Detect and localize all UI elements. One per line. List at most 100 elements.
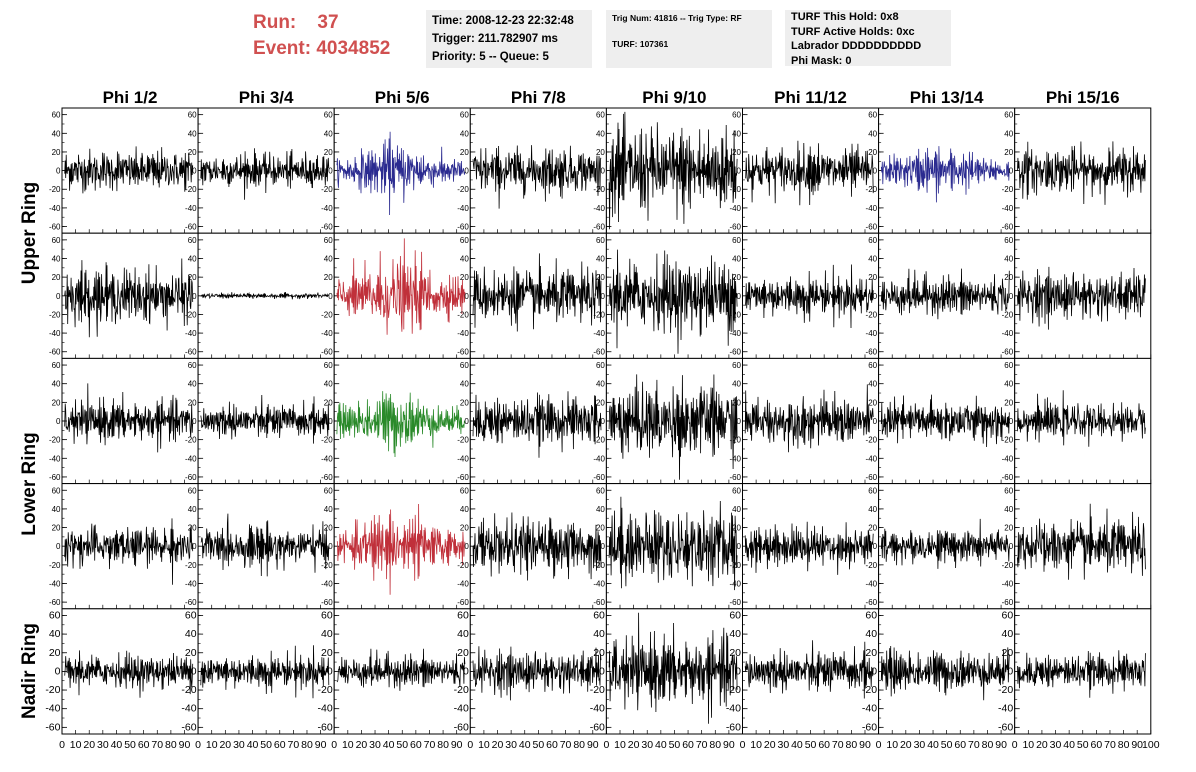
y-tick-label: 20 xyxy=(49,647,61,659)
y-tick-label: 60 xyxy=(324,111,333,120)
x-tick-label: 20 xyxy=(628,739,640,751)
y-tick-label: 40 xyxy=(732,380,741,389)
panel-r3-c6: 60 40 20 0 -20 -40 -60 xyxy=(729,357,880,485)
y-tick-label: 60 xyxy=(1002,609,1014,621)
y-tick-label: 60 xyxy=(188,361,197,370)
y-tick-label: 20 xyxy=(868,273,877,282)
y-tick-label: 0 xyxy=(192,542,197,551)
x-tick-label: 10 xyxy=(206,739,218,751)
y-tick-label: 20 xyxy=(868,148,877,157)
y-tick-label: 40 xyxy=(49,628,61,640)
waveform-trace xyxy=(336,238,466,335)
waveform-trace xyxy=(336,391,466,458)
y-tick-label: -20 xyxy=(45,684,60,696)
y-tick-label: 0 xyxy=(735,665,741,677)
y-tick-label: 20 xyxy=(868,524,877,533)
y-tick-label: 60 xyxy=(52,361,61,370)
y-tick-label: 40 xyxy=(188,505,197,514)
x-tick-label: 90 xyxy=(723,739,735,751)
waveform-trace xyxy=(744,140,874,206)
y-tick-label: 40 xyxy=(729,628,741,640)
y-tick-label: 40 xyxy=(596,255,605,264)
y-tick-label: 20 xyxy=(188,148,197,157)
y-tick-label: 0 xyxy=(328,417,333,426)
turf-info-box: TURF This Hold: 0x8 TURF Active Holds: 0… xyxy=(785,10,951,67)
y-tick-label: -20 xyxy=(866,561,878,570)
y-tick-label: 60 xyxy=(593,609,605,621)
x-tick-label: 40 xyxy=(247,739,259,751)
run-value: 37 xyxy=(317,12,339,33)
y-tick-label: -40 xyxy=(862,703,877,715)
y-tick-label: 60 xyxy=(324,486,333,495)
y-tick-label: -60 xyxy=(454,721,469,733)
y-tick-label: 0 xyxy=(55,665,61,677)
panel-r1-c6: 60 40 20 0 -20 -40 -60 xyxy=(729,107,880,234)
waveform-trace xyxy=(200,645,330,699)
y-tick-label: 60 xyxy=(188,486,197,495)
y-tick-label: 60 xyxy=(52,236,61,245)
waveform-trace xyxy=(608,496,738,591)
waveform-trace xyxy=(1017,650,1146,698)
panel-r1-c2: 60 40 20 0 -20 -40 -60 xyxy=(185,107,335,234)
y-tick-label: 60 xyxy=(596,486,605,495)
x-tick-label: 90 xyxy=(995,739,1007,751)
y-tick-label: -60 xyxy=(321,223,333,232)
y-tick-label: -40 xyxy=(729,579,741,588)
panel-r5-c6: 60 40 20 0 -20 -40 -60 xyxy=(726,608,880,735)
turf-hold-line: TURF This Hold: 0x8 xyxy=(791,11,899,23)
waveform-trace xyxy=(880,146,1010,203)
y-tick-label: 60 xyxy=(865,609,877,621)
panel-r1-c5: 60 40 20 0 -20 -40 -60 xyxy=(593,107,744,234)
y-tick-label: -40 xyxy=(590,703,605,715)
y-tick-label: -20 xyxy=(726,684,741,696)
turf-active-line: TURF Active Holds: 0xc xyxy=(791,25,915,38)
panel-r2-c8: 60 40 20 0 -20 -40 -60 xyxy=(1002,232,1152,359)
panel-r2-c1: 60 40 20 0 -20 -40 -60 xyxy=(49,232,199,359)
y-tick-label: -40 xyxy=(1002,329,1014,338)
y-tick-label: 0 xyxy=(873,542,878,551)
y-tick-label: -40 xyxy=(181,703,196,715)
panel-r2-c4: 60 40 20 0 -20 -40 -60 xyxy=(457,232,607,359)
y-tick-label: 0 xyxy=(871,665,877,677)
y-tick-label: 20 xyxy=(596,524,605,533)
x-tick-label: 70 xyxy=(696,739,708,751)
x-tick-label: 60 xyxy=(954,739,966,751)
y-tick-label: 20 xyxy=(1004,398,1013,407)
panel-r3-c1: 60 40 20 0 -20 -40 -60 xyxy=(49,357,199,485)
y-tick-label: -60 xyxy=(185,598,197,607)
waveform-trace xyxy=(200,513,330,577)
y-tick-label: 0 xyxy=(328,542,333,551)
y-tick-label: 40 xyxy=(868,380,877,389)
y-tick-label: -20 xyxy=(49,436,61,445)
y-tick-label: -20 xyxy=(185,561,197,570)
y-tick-label: 0 xyxy=(600,417,605,426)
waveform-trace xyxy=(1017,141,1146,205)
panel-r5-c2: 60 40 20 0 -20 -40 -60 xyxy=(181,608,335,735)
y-tick-label: 60 xyxy=(460,236,469,245)
panel-r2-c2: 60 40 20 0 -20 -40 -60 xyxy=(185,232,335,359)
y-tick-label: -40 xyxy=(457,454,469,463)
panel-r3-c5: 60 40 20 0 -20 -40 -60 xyxy=(593,357,744,485)
y-tick-label: 0 xyxy=(463,665,469,677)
y-tick-label: 20 xyxy=(457,647,469,659)
x-tick-label: 10 xyxy=(750,739,762,751)
y-tick-label: -20 xyxy=(593,310,605,319)
x-tick-label: 80 xyxy=(982,739,994,751)
x-tick-label: 80 xyxy=(437,739,449,751)
x-tick-label: 90 xyxy=(451,739,463,751)
x-tick-label: 0 xyxy=(195,739,201,751)
y-tick-label: -20 xyxy=(457,436,469,445)
panel-r4-c5: 60 40 20 0 -20 -40 -60 xyxy=(593,483,744,610)
x-tick-label: 10 xyxy=(614,739,626,751)
y-tick-label: 40 xyxy=(185,628,197,640)
x-tick-label: 80 xyxy=(573,739,585,751)
waveform-trace xyxy=(880,645,1010,701)
x-tick-label: 0 xyxy=(467,739,473,751)
y-tick-label: -40 xyxy=(866,204,878,213)
y-tick-label: 0 xyxy=(56,167,61,176)
y-tick-label: -20 xyxy=(185,436,197,445)
y-tick-label: 0 xyxy=(737,292,742,301)
y-tick-label: 60 xyxy=(457,609,469,621)
x-tick-label: 40 xyxy=(1063,739,1075,751)
x-tick-label: 80 xyxy=(1118,739,1130,751)
